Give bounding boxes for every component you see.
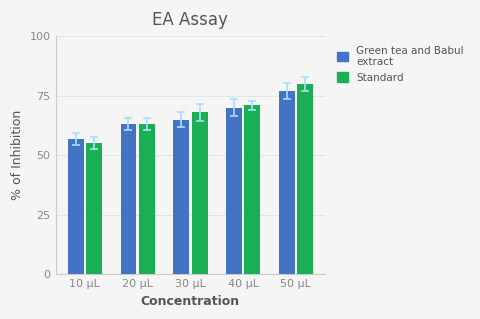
Bar	[297, 84, 313, 274]
Bar	[192, 113, 207, 274]
Title: EA Assay: EA Assay	[153, 11, 228, 29]
Bar	[68, 139, 84, 274]
Legend: Green tea and Babul
extract, Standard: Green tea and Babul extract, Standard	[333, 41, 468, 87]
Bar	[139, 124, 155, 274]
Bar	[86, 144, 102, 274]
Bar	[244, 105, 260, 274]
Bar	[226, 108, 242, 274]
X-axis label: Concentration: Concentration	[141, 295, 240, 308]
Bar	[279, 91, 295, 274]
Bar	[120, 124, 136, 274]
Bar	[173, 120, 189, 274]
Y-axis label: % of Inhibition: % of Inhibition	[11, 110, 24, 200]
